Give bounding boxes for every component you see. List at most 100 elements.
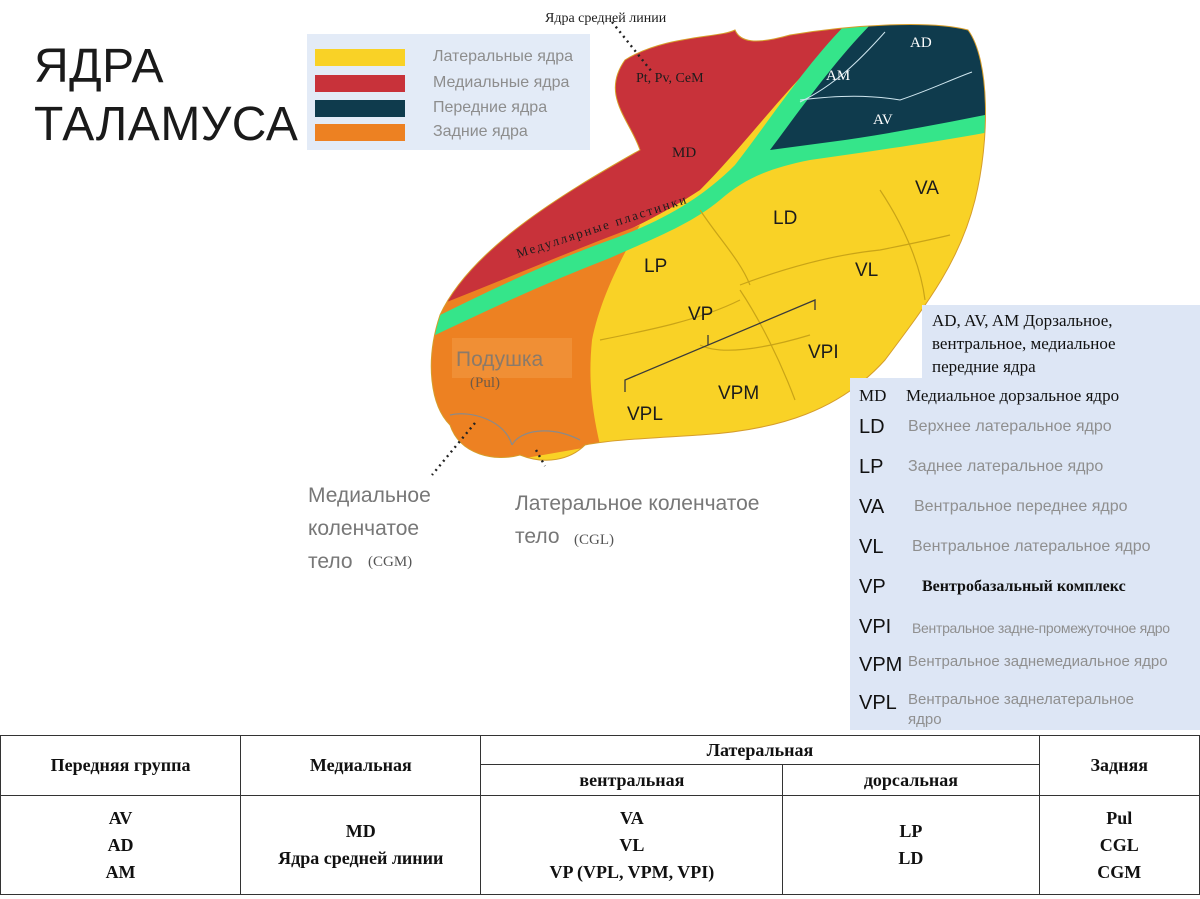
- anterior-abbr-line-1: AD, AV, AM Дорзальное,: [932, 311, 1113, 330]
- abbr-code: VP: [859, 576, 886, 598]
- cell-line: AD: [107, 834, 134, 855]
- vp-bracket: [624, 299, 816, 392]
- abbr-code: VPL: [859, 692, 897, 714]
- cell-dorsal: LP LD: [782, 795, 1040, 895]
- cell-line: VP (VPL, VPM, VPI): [549, 861, 715, 882]
- anterior-abbr-line-2: вентральное, медиальное: [932, 334, 1116, 353]
- region-label-am: AM: [826, 68, 850, 84]
- abbr-desc: Вентробазальный комплекс: [922, 578, 1126, 595]
- anterior-boundaries: [799, 31, 973, 103]
- legend-label-posterior: Задние ядра: [433, 123, 528, 140]
- thalamus-outline: [430, 24, 986, 461]
- cell-line: Ядра средней линии: [278, 848, 444, 868]
- cell-line: AV: [108, 807, 133, 828]
- region-label-md: MD: [672, 145, 696, 161]
- abbr-desc: Вентральное латеральное ядро: [912, 538, 1151, 555]
- region-label-vl: VL: [855, 260, 878, 281]
- abbr-item-va: VA Вентральное переднее ядро: [850, 494, 1200, 528]
- abbr-code: VL: [859, 536, 884, 558]
- legend-label-lateral: Латеральные ядра: [433, 48, 574, 65]
- cgm-label-line-1: Медиальное: [308, 484, 431, 507]
- abbr-desc: Верхнее латеральное ядро: [908, 418, 1112, 435]
- abbr-item-vl: VL Вентральное латеральное ядро: [850, 534, 1200, 568]
- pulvinar-abbr: (Pul): [470, 375, 500, 391]
- cell-line: LD: [898, 848, 924, 868]
- title-line-2: ТАЛАМУСА: [34, 98, 299, 151]
- abbr-code: LD: [859, 416, 885, 438]
- cell-line: LP: [899, 821, 923, 841]
- cgm-label-line-2: коленчатое: [308, 517, 419, 540]
- nucleus-boundaries: [599, 189, 951, 401]
- cgm-abbr: (CGM): [368, 554, 412, 570]
- legend-swatch-lateral: [315, 49, 405, 66]
- header-posterior: Задняя: [1038, 735, 1200, 796]
- region-label-vpl: VPL: [627, 404, 663, 425]
- region-label-vpi: VPI: [808, 342, 839, 363]
- geniculate-outlines: [449, 413, 581, 446]
- region-label-ld: LD: [773, 208, 797, 229]
- legend-swatch-medial: [315, 75, 405, 92]
- color-legend: Латеральные ядра Медиальные ядра Передни…: [307, 34, 590, 150]
- abbr-item-lp: LP Заднее латеральное ядро: [850, 454, 1200, 488]
- abbr-desc: Заднее латеральное ядро: [908, 458, 1104, 475]
- page-title: ЯДРА ТАЛАМУСА: [34, 38, 298, 154]
- header-medial: Медиальная: [240, 735, 482, 796]
- legend-label-medial: Медиальные ядра: [433, 74, 570, 91]
- cell-line: VA: [620, 807, 644, 828]
- header-dorsal: дорсальная: [782, 764, 1040, 796]
- abbr-code: MD: [859, 386, 887, 405]
- anterior-abbreviation-panel: AD, AV, AM Дорзальное, вентральное, меди…: [922, 305, 1200, 381]
- pulvinar-highlight: [452, 338, 572, 378]
- cgm-label-line-3: тело: [308, 550, 353, 573]
- abbr-item-ld: LD Верхнее латеральное ядро: [850, 414, 1200, 448]
- cell-line: AM: [105, 861, 136, 882]
- cell-medial: MD Ядра средней линии: [240, 795, 482, 895]
- midline-nuclei-abbr: Pt, Pv, CeM: [636, 71, 704, 86]
- cgl-abbr: (CGL): [574, 532, 614, 548]
- nuclei-classification-table: Передняя группа Медиальная Латеральная З…: [0, 735, 1200, 895]
- cell-anterior: AV AD AM: [0, 795, 242, 895]
- cell-line: MD: [345, 821, 376, 841]
- region-label-lp: LP: [644, 256, 667, 277]
- region-label-av: AV: [873, 112, 893, 128]
- region-label-vp: VP: [688, 304, 713, 325]
- abbr-code: VA: [859, 496, 885, 518]
- abbr-desc: Вентральное заднелатеральное ядро: [908, 691, 1135, 728]
- abbreviation-list: MD Медиальное дорзальное ядро LD Верхнее…: [850, 378, 1200, 730]
- legend-label-anterior: Передние ядра: [433, 99, 548, 116]
- abbr-code: VPM: [859, 654, 903, 676]
- cell-line: CGL: [1099, 834, 1139, 855]
- cell-ventral: VA VL VP (VPL, VPM, VPI): [480, 795, 784, 895]
- header-lateral: Латеральная: [480, 735, 1040, 765]
- cell-posterior: Pul CGL CGM: [1038, 795, 1200, 895]
- region-label-ad: AD: [910, 35, 932, 51]
- anterior-region: [752, 24, 986, 160]
- legend-swatch-anterior: [315, 100, 405, 117]
- anterior-abbr-line-3: передние ядра: [932, 357, 1036, 376]
- thalamus-diagram: Ядра средней линии Pt, Pv, CeM MD AD AM …: [308, 11, 986, 573]
- abbr-desc: Вентральное переднее ядро: [914, 498, 1128, 515]
- abbr-desc: Вентральное заднемедиальное ядро: [908, 653, 1168, 670]
- abbr-item-vpi: VPI Вентральное задне-промежуточное ядро: [850, 614, 1200, 648]
- region-label-va: VA: [915, 178, 939, 199]
- region-label-vpm: VPM: [718, 383, 759, 404]
- cgl-label-line-2: тело: [515, 525, 560, 548]
- header-ventral: вентральная: [480, 764, 784, 796]
- legend-swatch-posterior: [315, 124, 405, 141]
- cell-line: VL: [619, 834, 645, 855]
- abbr-desc: Вентральное задне-промежуточное ядро: [912, 620, 1170, 636]
- title-line-1: ЯДРА: [34, 40, 164, 93]
- midline-nuclei-label: Ядра средней линии: [545, 11, 667, 26]
- abbr-code: VPI: [859, 616, 892, 638]
- abbr-item-vpl: VPL Вентральное заднелатеральное ядро: [850, 690, 1200, 728]
- abbr-item-vpm: VPM Вентральное заднемедиальное ядро: [850, 652, 1200, 686]
- header-anterior: Передняя группа: [0, 735, 242, 796]
- abbr-desc: Медиальное дорзальное ядро: [906, 386, 1120, 405]
- abbr-item-vp: VP Вентробазальный комплекс: [850, 574, 1200, 608]
- cell-line: Pul: [1106, 807, 1133, 828]
- cell-line: CGM: [1097, 861, 1142, 882]
- pulvinar-label: Подушка: [456, 348, 544, 371]
- abbr-code: LP: [859, 456, 884, 478]
- cgl-label-line-1: Латеральное коленчатое: [515, 492, 759, 515]
- medullary-lamina: [431, 24, 986, 352]
